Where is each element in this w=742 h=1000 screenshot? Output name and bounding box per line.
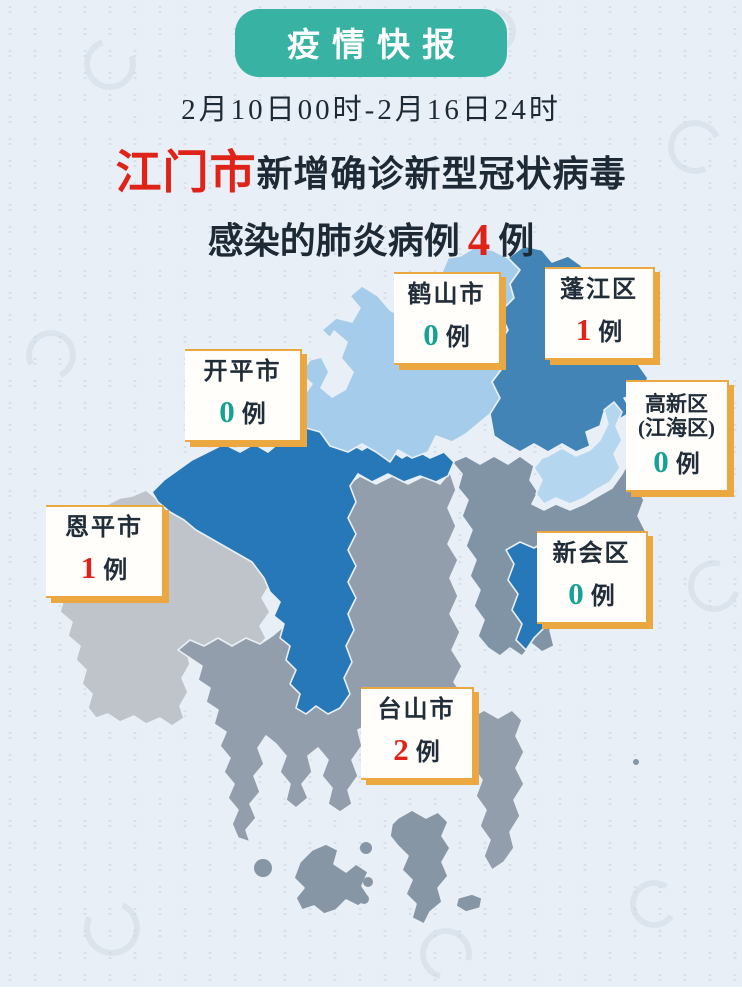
page-title-banner: 疫情快报 <box>235 9 507 77</box>
headline-block: 2月10日00时-2月16日24时 江门市新增确诊新型冠状病毒 感染的肺炎病例 4… <box>0 86 742 266</box>
date-range: 2月10日00时-2月16日24时 <box>181 94 561 126</box>
islet-east <box>455 893 483 913</box>
case-number: 0 <box>423 316 439 352</box>
case-number: 0 <box>653 444 669 480</box>
island-shangchuan <box>389 809 451 925</box>
region-name: 台山市 <box>377 697 456 723</box>
headline-line3-text: 感染的肺炎病例 <box>207 221 460 261</box>
case-unit: 例 <box>598 319 623 346</box>
islet <box>359 894 369 904</box>
city-name: 江门市 <box>115 147 257 198</box>
case-number: 1 <box>575 311 592 347</box>
case-unit: 例 <box>445 324 470 351</box>
region-name: 新会区 <box>552 541 631 567</box>
case-unit: 例 <box>103 557 128 584</box>
case-unit: 例 <box>241 401 266 428</box>
bottom-margin-strip <box>0 987 742 1000</box>
case-number: 2 <box>393 731 409 767</box>
case-unit: 例 <box>675 452 700 479</box>
island-xiachuan <box>293 843 371 915</box>
region-name: 高新区 <box>645 392 708 416</box>
headline-line3-unit: 例 <box>498 221 535 261</box>
headline-line2-text: 新增确诊新型冠状病毒 <box>256 154 627 194</box>
coast-inlet <box>320 330 354 398</box>
case-number: 1 <box>80 549 97 585</box>
case-number: 0 <box>219 393 235 429</box>
islands-group <box>254 759 639 925</box>
region-jianghai <box>533 401 623 505</box>
case-number: 0 <box>568 575 584 611</box>
islet <box>633 759 639 765</box>
headline-line3: 感染的肺炎病例 4 例 <box>0 212 742 266</box>
total-case-count: 4 <box>467 215 491 265</box>
islet <box>254 859 272 877</box>
region-name-alt: (江海区) <box>638 416 715 441</box>
case-unit: 例 <box>415 739 440 766</box>
region-name: 恩平市 <box>65 515 143 541</box>
islet <box>360 842 372 854</box>
headline-line2: 江门市新增确诊新型冠状病毒 <box>0 136 742 202</box>
region-name: 开平市 <box>203 359 282 385</box>
region-name: 蓬江区 <box>560 277 638 303</box>
region-name: 鹤山市 <box>407 282 486 308</box>
islet <box>363 877 373 887</box>
case-unit: 例 <box>590 583 615 610</box>
